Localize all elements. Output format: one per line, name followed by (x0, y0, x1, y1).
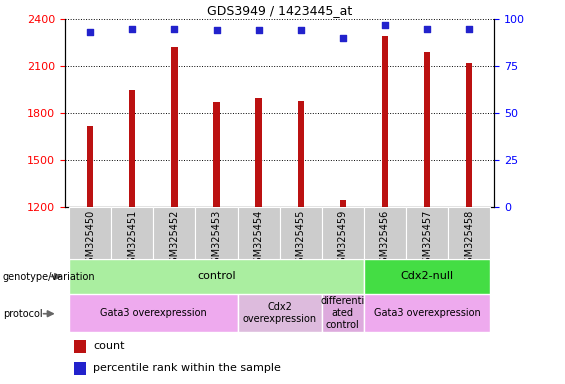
Text: GSM325458: GSM325458 (464, 210, 474, 269)
Text: Cdx2-null: Cdx2-null (401, 271, 454, 281)
Point (423, 26, 432, 32)
Bar (280, 207, 322, 259)
Bar (237, 207, 280, 259)
Bar (195, 207, 237, 259)
Bar (364, 207, 406, 259)
Point (212, 27, 221, 33)
Point (338, 35, 347, 41)
Text: control: control (197, 271, 236, 281)
Bar (448, 207, 490, 259)
Bar (111, 207, 153, 259)
Bar (129, 90, 136, 384)
Bar (69, 207, 111, 259)
Bar (73, 362, 86, 375)
Text: protocol: protocol (3, 309, 42, 319)
Point (254, 27, 263, 33)
Bar (171, 47, 177, 384)
Bar (382, 36, 388, 384)
Bar (424, 52, 430, 384)
Bar (364, 294, 490, 332)
Bar (73, 339, 86, 353)
Text: Gata3 overexpression: Gata3 overexpression (373, 308, 480, 318)
Bar (153, 207, 195, 259)
Bar (340, 200, 346, 384)
Point (128, 26, 137, 32)
Point (296, 27, 305, 33)
Text: GSM325455: GSM325455 (295, 210, 306, 269)
Text: GSM325450: GSM325450 (85, 210, 95, 269)
Title: GDS3949 / 1423445_at: GDS3949 / 1423445_at (207, 3, 353, 17)
Point (464, 26, 473, 32)
Bar (69, 259, 364, 294)
Text: GSM325459: GSM325459 (338, 210, 348, 269)
Text: GSM325454: GSM325454 (254, 210, 264, 269)
Text: percentile rank within the sample: percentile rank within the sample (93, 363, 281, 373)
Bar (322, 207, 364, 259)
Bar (87, 126, 93, 384)
Text: differenti
ated
control: differenti ated control (321, 296, 365, 329)
Bar (322, 294, 364, 332)
Text: GSM325457: GSM325457 (422, 210, 432, 269)
Text: GSM325453: GSM325453 (211, 210, 221, 269)
Bar (214, 102, 220, 384)
Text: Gata3 overexpression: Gata3 overexpression (100, 308, 207, 318)
Text: GSM325452: GSM325452 (170, 210, 180, 269)
Bar (69, 294, 237, 332)
Text: Cdx2
overexpression: Cdx2 overexpression (242, 302, 317, 324)
Text: genotype/variation: genotype/variation (3, 272, 95, 282)
Text: GSM325456: GSM325456 (380, 210, 390, 269)
Point (380, 22, 389, 28)
Point (170, 26, 179, 32)
Bar (466, 63, 472, 384)
Bar (255, 98, 262, 384)
Bar (237, 294, 322, 332)
Bar (364, 259, 490, 294)
Point (86, 29, 95, 35)
Bar (298, 101, 304, 384)
Bar (406, 207, 448, 259)
Text: GSM325451: GSM325451 (127, 210, 137, 269)
Text: count: count (93, 341, 124, 351)
